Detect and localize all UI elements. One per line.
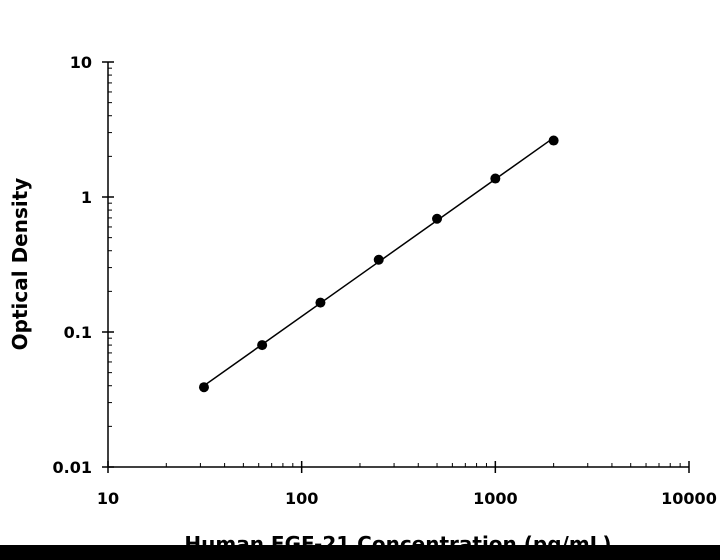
data-point bbox=[490, 173, 501, 184]
data-points bbox=[198, 135, 559, 393]
data-point bbox=[257, 340, 268, 351]
y-tick-label: 1 bbox=[81, 188, 92, 207]
x-tick-label: 10 bbox=[97, 489, 119, 508]
y-tick-labels: 0.01 0.1 1 10 bbox=[53, 53, 92, 477]
x-tick-labels: 10 100 1000 10000 bbox=[97, 489, 717, 508]
data-point bbox=[548, 135, 559, 146]
y-tick-label: 0.01 bbox=[53, 458, 92, 477]
data-point bbox=[198, 382, 209, 393]
data-point bbox=[432, 213, 443, 224]
y-axis-title: Optical Density bbox=[8, 178, 32, 351]
x-tick-label: 100 bbox=[285, 489, 318, 508]
bottom-bar bbox=[0, 545, 720, 560]
y-tick-label: 0.1 bbox=[64, 323, 92, 342]
axes bbox=[107, 62, 689, 468]
x-tick-label: 1000 bbox=[473, 489, 518, 508]
y-tick-label: 10 bbox=[70, 53, 92, 72]
data-point bbox=[373, 254, 384, 265]
data-point bbox=[315, 297, 326, 308]
major-ticks bbox=[102, 61, 690, 473]
x-tick-label: 10000 bbox=[661, 489, 717, 508]
minor-ticks bbox=[108, 67, 681, 467]
